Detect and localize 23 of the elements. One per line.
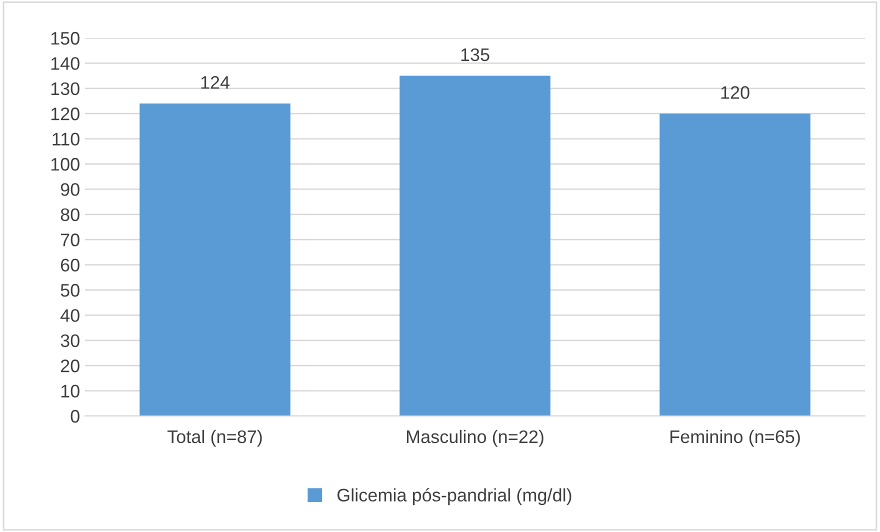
y-tick-label: 100 — [51, 158, 80, 171]
data-label: 124 — [201, 76, 230, 89]
y-tick-label: 150 — [51, 32, 80, 45]
y-tick-label: 50 — [60, 284, 80, 297]
y-tick-label: 40 — [60, 309, 80, 322]
x-tick-label: Masculino (n=22) — [406, 430, 544, 447]
data-label: 135 — [461, 48, 490, 62]
y-tick-label: 0 — [70, 410, 80, 423]
y-tick-label: 70 — [60, 234, 80, 246]
y-tick-label: 130 — [51, 82, 80, 96]
x-tick-label: Feminino (n=65) — [670, 430, 800, 447]
y-tick-label: 90 — [60, 183, 80, 196]
y-tick-label: 10 — [61, 384, 80, 398]
y-tick-label: 20 — [60, 360, 80, 372]
x-tick-label: Total (n=87) — [167, 430, 262, 447]
data-label: 120 — [721, 86, 750, 99]
y-tick-label: 60 — [60, 258, 80, 272]
y-tick-label: 30 — [60, 334, 80, 348]
y-tick-label: 80 — [60, 208, 80, 222]
legend-label: Glicemia pós-pandrial (mg/dl) — [337, 488, 572, 506]
y-tick-label: 120 — [51, 108, 80, 120]
y-tick-label: 140 — [51, 57, 80, 70]
y-tick-label: 110 — [52, 132, 80, 146]
